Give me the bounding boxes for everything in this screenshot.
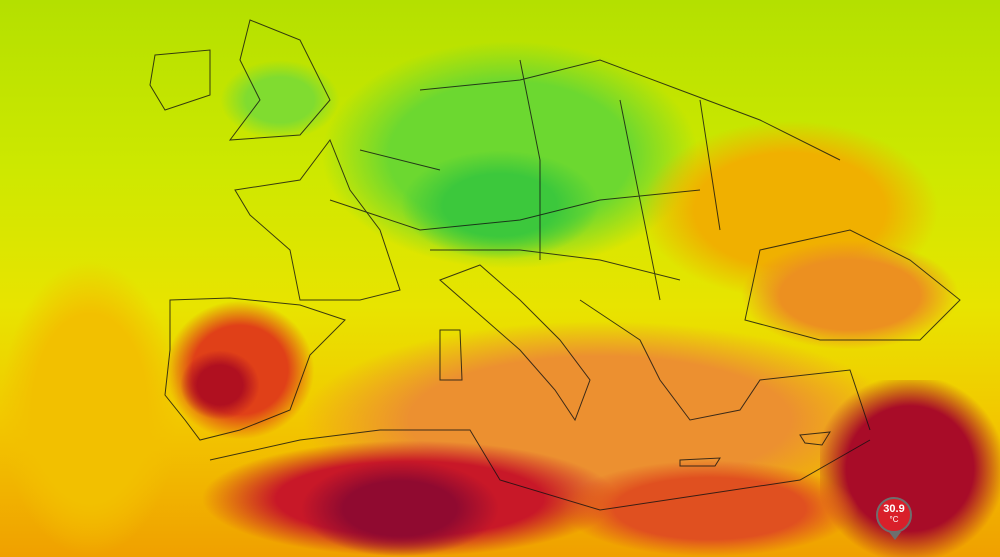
heat-region-atlantic: [0, 260, 180, 557]
coastline-north-africa: [209, 429, 871, 511]
coastline-ireland: [149, 49, 211, 111]
coastline-italy: [439, 264, 591, 422]
coastline-france: [234, 138, 401, 301]
heat-region-iberia-hot: [180, 350, 260, 420]
border-lines: [329, 59, 841, 301]
marker-unit: °C: [889, 515, 899, 524]
coastline-sardinia: [439, 329, 463, 381]
coastline-britain: [228, 19, 331, 141]
coastline-cyprus: [799, 431, 831, 446]
heat-region-sahara: [300, 460, 500, 557]
coastline-crete: [679, 457, 721, 467]
coastline-balkans: [579, 299, 871, 431]
temperature-marker[interactable]: 30.9 °C: [876, 497, 912, 540]
coastline-iberia: [164, 297, 346, 441]
marker-value: 30.9: [883, 503, 905, 515]
coastline-black-sea: [744, 229, 961, 341]
